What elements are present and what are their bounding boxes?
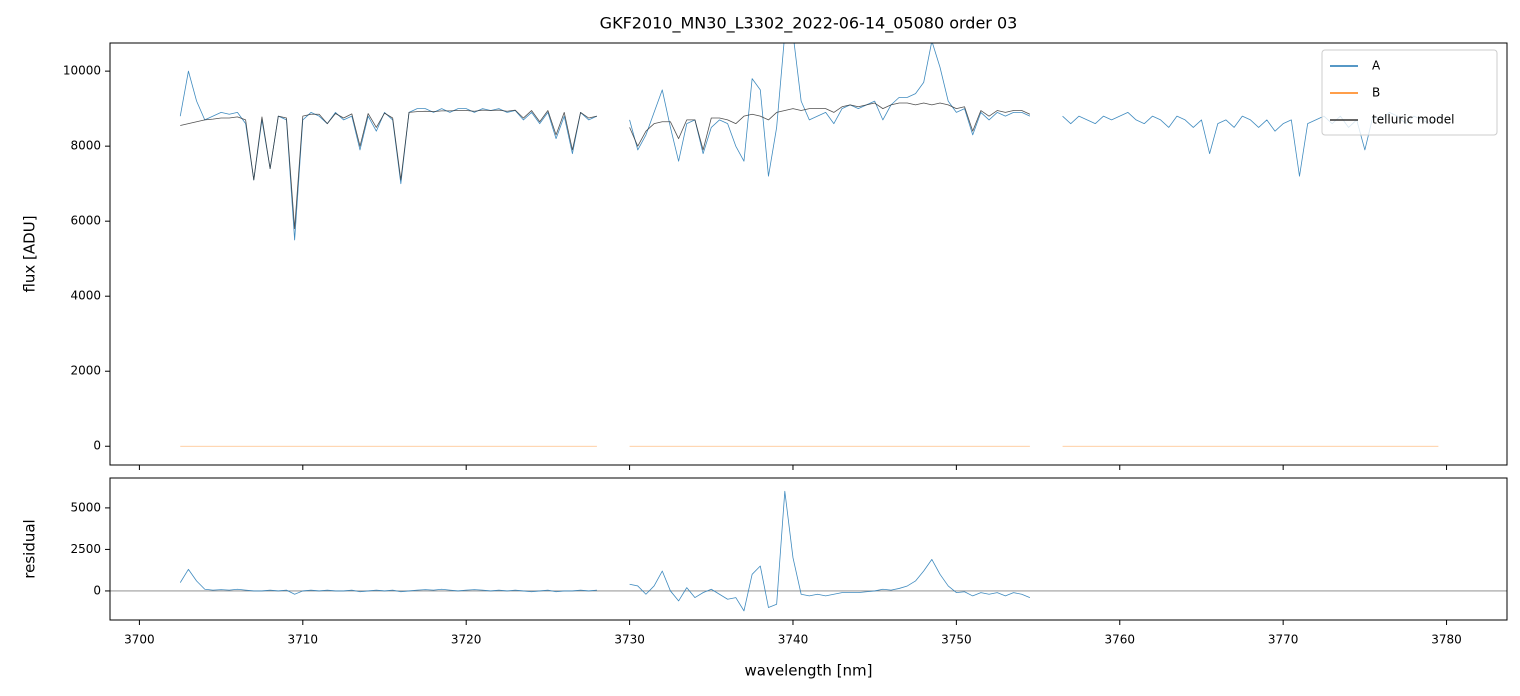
x-tick-label: 3700 (124, 633, 155, 647)
chart-title: GKF2010_MN30_L3302_2022-06-14_05080 orde… (600, 14, 1018, 34)
x-tick-label: 3740 (778, 633, 809, 647)
x-tick-label: 3710 (288, 633, 319, 647)
legend-label: telluric model (1372, 113, 1454, 127)
y-axis-label: flux [ADU] (21, 215, 39, 292)
y-tick-label: 4000 (70, 289, 101, 303)
y-tick-label: 8000 (70, 139, 101, 153)
y-tick-label: 2500 (70, 542, 101, 556)
x-axis-label: wavelength [nm] (745, 662, 873, 680)
legend-label: B (1372, 86, 1380, 100)
legend-box (1321, 49, 1498, 136)
plot-area (179, 43, 1439, 447)
axes-frame (109, 42, 1508, 466)
y-axis-label: residual (21, 519, 39, 578)
y-tick-label: 5000 (70, 500, 101, 514)
x-tick-label: 3780 (1431, 633, 1462, 647)
x-tick-label: 3750 (941, 633, 972, 647)
series-line (179, 490, 1031, 612)
x-tick-label: 3720 (451, 633, 482, 647)
series-line (180, 102, 1031, 230)
x-tick-label: 3760 (1104, 633, 1135, 647)
x-tick-label: 3730 (614, 633, 645, 647)
y-tick-label: 10000 (63, 64, 101, 78)
y-tick-label: 6000 (70, 214, 101, 228)
x-tick-label: 3770 (1268, 633, 1299, 647)
y-tick-label: 2000 (70, 364, 101, 378)
plot-area (110, 490, 1507, 612)
legend-label: A (1372, 59, 1381, 73)
y-tick-label: 0 (93, 439, 101, 453)
y-tick-label: 0 (93, 583, 101, 597)
